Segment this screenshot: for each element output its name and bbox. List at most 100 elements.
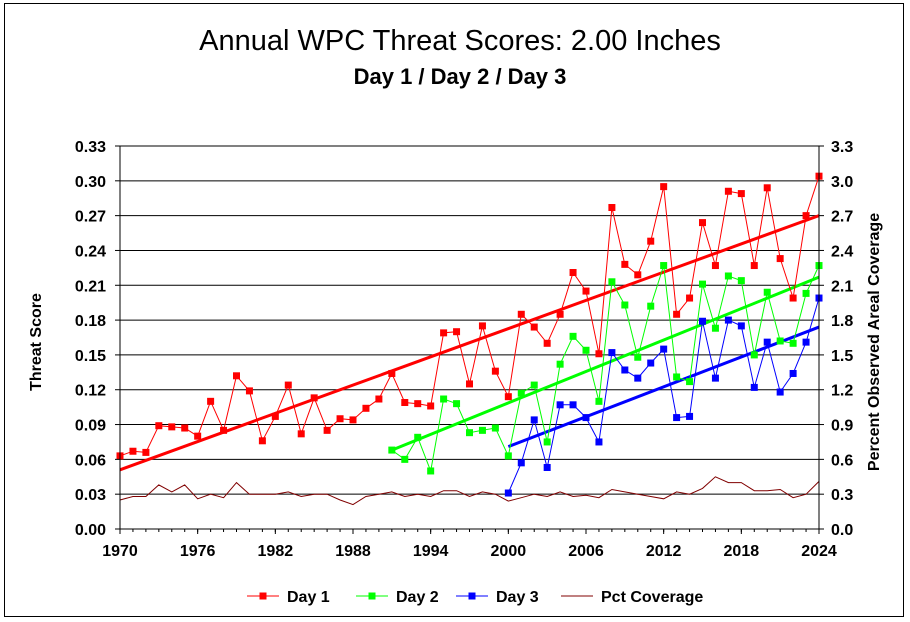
day-1-point	[233, 372, 240, 380]
day-2-point	[737, 277, 745, 285]
day-3-point	[737, 322, 745, 330]
day-1-point	[543, 339, 551, 347]
y2-axis-label: Percent Observed Areal Coverage	[866, 213, 883, 471]
x-tick-label: 1982	[258, 543, 294, 560]
day-2-point	[517, 389, 525, 397]
day-3-point	[543, 463, 551, 471]
day-1-point	[168, 423, 176, 431]
day-3-point	[647, 359, 655, 367]
x-tick-label: 2024	[801, 543, 837, 560]
day-1-point	[673, 310, 681, 318]
day-1-point	[660, 183, 668, 191]
chart-subtitle: Day 1 / Day 2 / Day 3	[354, 64, 567, 89]
y-tick-label: 0.15	[75, 348, 106, 365]
day-1-point	[388, 369, 396, 377]
day-1-point	[789, 294, 797, 302]
day-3-trendline	[507, 325, 820, 448]
x-tick-label: 1976	[180, 543, 216, 560]
day-2-point	[724, 272, 732, 280]
day-3-point	[699, 317, 706, 325]
x-tick-label: 1970	[102, 543, 138, 560]
day-2-point	[440, 395, 448, 403]
y2-tick-label: 2.1	[831, 278, 853, 295]
y2-tick-label: 0.0	[831, 522, 853, 539]
day-1-point	[155, 422, 163, 430]
day-1-point	[569, 269, 577, 277]
legend-label: Day 1	[287, 589, 330, 606]
day-2-point	[478, 426, 486, 434]
day-3-point	[504, 489, 512, 497]
y-tick-label: 0.27	[75, 209, 106, 226]
day-2-point	[388, 446, 396, 454]
y-tick-label: 0.21	[75, 278, 106, 295]
day-1-trendline	[119, 214, 820, 472]
y2-tick-label: 3.3	[831, 139, 853, 156]
day-3-point	[530, 416, 538, 424]
day-2-point	[750, 351, 758, 359]
day-3-point	[608, 349, 616, 357]
x-tick-label: 2018	[724, 543, 760, 560]
pct-coverage-line	[119, 476, 820, 506]
y2-tick-label: 0.3	[831, 487, 853, 504]
day-1-point	[802, 212, 810, 220]
plot-area-border	[119, 145, 820, 530]
day-3-point	[634, 374, 642, 382]
day-3-point	[750, 383, 758, 391]
day-2-point	[530, 381, 538, 389]
chart-frame: Annual WPC Threat Scores: 2.00 Inches Da…	[4, 3, 904, 617]
day-1-point	[711, 262, 719, 270]
day-3-point	[595, 438, 603, 446]
day-1-point	[336, 415, 344, 423]
legend-swatch-marker	[259, 592, 267, 600]
day-1-point	[724, 187, 732, 195]
y-tick-label: 0.06	[75, 452, 106, 469]
day-2-line	[391, 265, 820, 473]
day-1-point	[258, 437, 266, 445]
day-1-point	[737, 190, 745, 198]
x-tick-label: 2000	[491, 543, 527, 560]
day-3-point	[789, 369, 797, 377]
day-1-point	[556, 310, 564, 318]
legend: Day 1 Day 2 Day 3 Pct Coverage	[247, 589, 703, 606]
day-2-point	[634, 353, 642, 361]
day-1-point	[453, 328, 461, 336]
day-1-point	[129, 447, 137, 455]
day-1-point	[310, 394, 318, 402]
day-1-point	[297, 430, 305, 438]
day-2-point	[556, 360, 564, 368]
day-2-point	[763, 288, 771, 296]
day-2-point	[582, 346, 590, 354]
day-1-point	[284, 381, 292, 389]
day-2-point	[789, 339, 797, 347]
x-tick-label: 2006	[568, 543, 604, 560]
day-1-point	[349, 416, 357, 424]
day-3-point	[621, 366, 629, 374]
day-1-point	[491, 367, 499, 375]
y-tick-label: 0.24	[75, 243, 106, 260]
day-1-point	[440, 329, 448, 337]
day-3-point	[686, 412, 694, 420]
day-3-point	[569, 401, 577, 409]
chart-svg: Annual WPC Threat Scores: 2.00 Inches Da…	[28, 25, 883, 606]
y-tick-label: 0.03	[75, 487, 106, 504]
day-1-point	[362, 404, 370, 412]
day-2-point	[491, 424, 499, 432]
y2-tick-label: 3.0	[831, 174, 853, 191]
legend-label: Day 3	[496, 589, 539, 606]
axis-ticks: 0.00 0.03 0.06 0.09 0.12 0.15 0.18 0.21 0.24 0.27…	[75, 139, 853, 560]
day-1-point	[466, 380, 473, 388]
day-1-point	[608, 204, 616, 212]
day-1-point	[504, 393, 512, 401]
y-tick-label: 0.09	[75, 418, 106, 435]
day-1-point	[271, 412, 279, 420]
day-1-point	[763, 184, 771, 192]
day-2-point	[595, 397, 603, 405]
x-tick-label: 1988	[335, 543, 371, 560]
y-axis-label: Threat Score	[28, 293, 45, 391]
day-2-point	[414, 433, 422, 441]
day-1-point	[621, 260, 629, 268]
day-2-point	[802, 289, 810, 297]
day-1-point	[699, 219, 706, 227]
day-2-point	[453, 400, 461, 408]
day-1-point	[595, 350, 603, 358]
